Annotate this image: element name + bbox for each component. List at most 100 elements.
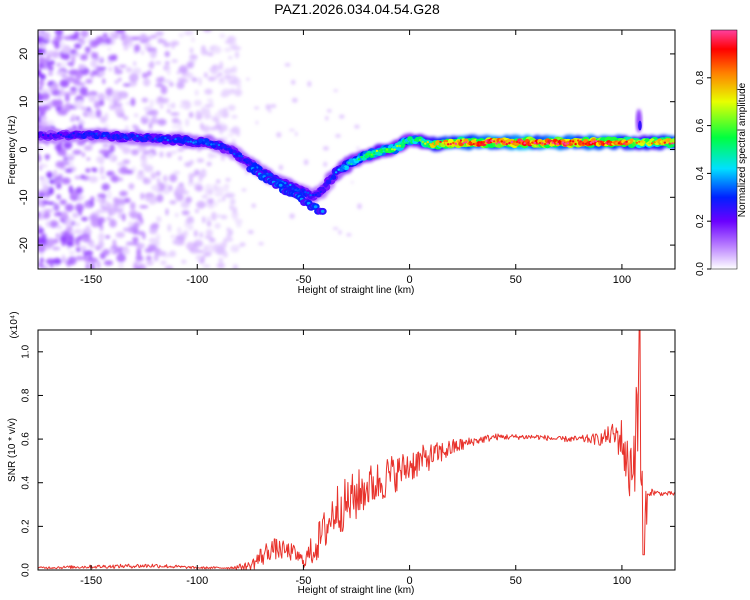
heatmap-speckle [103, 260, 114, 266]
ridge-blob [64, 135, 68, 138]
ridge-blob [554, 142, 557, 145]
ridge-blob [645, 142, 649, 145]
heatmap-speckle [38, 36, 42, 44]
heatmap-speckle [74, 175, 81, 180]
ridge-blob [564, 142, 567, 145]
ridge-blob [470, 141, 473, 145]
heatmap-speckle [123, 227, 132, 232]
ridge-blob [126, 136, 129, 139]
ridge-blob [447, 143, 450, 146]
heatmap-speckle [143, 115, 149, 119]
heatmap-speckle [171, 43, 175, 49]
heatmap-speckle [96, 198, 105, 202]
heatmap-speckle [207, 98, 212, 103]
heatmap-speckle [60, 40, 65, 50]
ridge-blob [62, 134, 65, 138]
heatmap-speckle [142, 177, 151, 185]
heatmap-speckle [99, 99, 105, 107]
colorbar-tick-label: 0.4 [695, 166, 706, 180]
x-tick-label: -100 [186, 274, 208, 286]
heatmap-speckle [276, 132, 282, 138]
heatmap-speckle [179, 103, 186, 109]
heatmap-speckle [84, 46, 91, 53]
heatmap-speckle [202, 125, 211, 133]
heatmap-speckle [114, 66, 119, 70]
heatmap-speckle [207, 76, 216, 82]
ridge-blob [561, 141, 565, 144]
ridge-blob [192, 141, 195, 144]
heatmap-speckle [68, 185, 73, 194]
ridge-blob [67, 135, 70, 138]
ridge-blob [668, 142, 672, 145]
heatmap-speckle [157, 118, 167, 126]
snr-panel: -150 -100 -50 0 50 100 0.0 0.2 0.4 0.6 0.8 1.0 Heig… [7, 311, 676, 596]
ridge-blob [199, 140, 203, 143]
heatmap-speckle [81, 234, 91, 243]
heatmap-speckle [87, 107, 91, 112]
heatmap-speckle [61, 254, 66, 263]
heatmap-speckle [167, 224, 172, 232]
ridge-blob [671, 142, 674, 145]
ridge-blob [413, 139, 417, 142]
heatmap-speckle [104, 112, 109, 121]
ridge-blob [500, 140, 503, 143]
ridge-blob [138, 137, 142, 141]
heatmap-speckle [38, 236, 43, 245]
heatmap-speckle [218, 257, 223, 263]
heatmap-speckle [166, 266, 171, 269]
heatmap-speckle [56, 70, 66, 76]
heatmap-speckle [99, 166, 105, 175]
ridge-blob [212, 143, 215, 146]
heatmap-speckle [177, 148, 185, 152]
ridge-blob [661, 143, 664, 146]
heatmap-speckle [231, 126, 240, 135]
heatmap-speckle [140, 217, 144, 225]
ridge-blob [324, 185, 328, 188]
colorbar-tick-label: 0.2 [695, 214, 706, 228]
ridge-blob [334, 171, 338, 174]
ridge-blob [289, 183, 292, 186]
ridge-blob [393, 148, 396, 151]
heatmap-speckle [38, 200, 44, 207]
heatmap-speckle [346, 233, 352, 237]
ridge-blob [301, 190, 305, 193]
heatmap-speckle [61, 61, 66, 70]
ridge-blob [513, 140, 516, 143]
heatmap-speckle [175, 193, 184, 202]
heatmap-speckle [215, 118, 220, 125]
heatmap-speckle [64, 104, 69, 109]
ridge-blob [80, 133, 83, 136]
heatmap-speckle [38, 142, 41, 147]
heatmap-speckle [229, 204, 233, 211]
ridge-blob [594, 140, 598, 143]
heatmap-speckle [224, 67, 232, 76]
ridge-blob [329, 178, 333, 181]
heatmap-speckle [166, 109, 171, 114]
heatmap-speckle [38, 78, 45, 88]
heatmap-speckle [39, 73, 46, 81]
ridge-blob [309, 194, 312, 197]
ridge-blob [233, 152, 236, 155]
heatmap-speckle [335, 134, 341, 138]
heatmap-speckle [150, 172, 157, 180]
ridge-blob [559, 140, 562, 143]
heatmap-speckle [214, 223, 221, 229]
snr-ticks: -150 -100 -50 0 50 100 0.0 0.2 0.4 0.6 0.8 1.0 [21, 330, 675, 587]
heatmap-speckle [201, 195, 209, 199]
heatmap-speckle [356, 147, 360, 150]
heatmap-speckle [173, 170, 181, 175]
heatmap-speckle [59, 87, 65, 97]
heatmap-speckle [156, 233, 161, 242]
ridge-blob [110, 136, 114, 139]
heatmap-speckle [145, 111, 154, 116]
ridge-blob [426, 141, 429, 144]
heatmap-speckle [162, 79, 172, 84]
ridge-blob [582, 142, 585, 145]
heatmap-speckle [140, 192, 145, 200]
heatmap-speckle [135, 255, 143, 262]
ridge-blob [166, 139, 170, 142]
ridge-blob [454, 142, 458, 145]
ridge-blob [556, 142, 559, 145]
heatmap-speckle [38, 30, 43, 37]
heatmap-speckle [202, 170, 207, 176]
